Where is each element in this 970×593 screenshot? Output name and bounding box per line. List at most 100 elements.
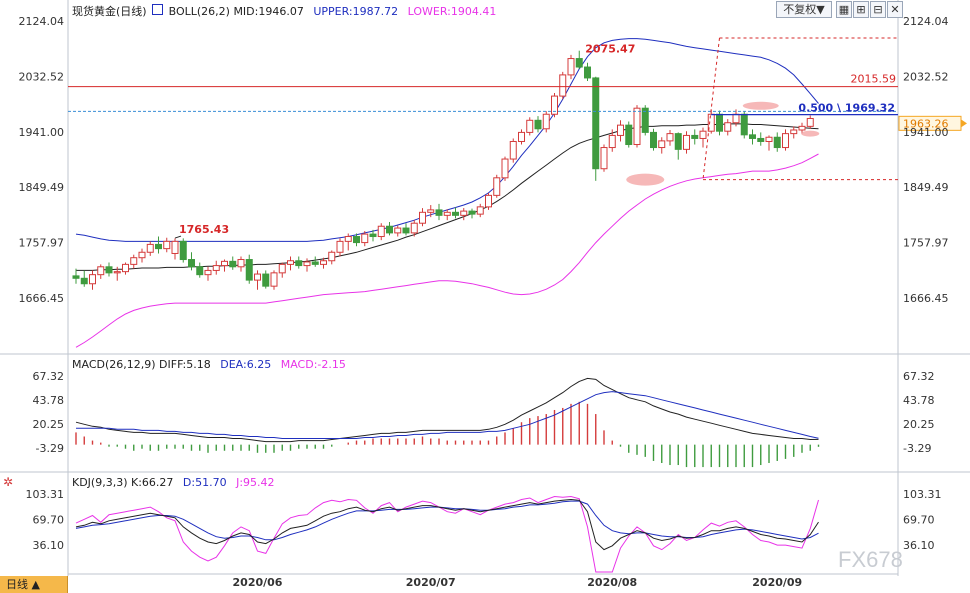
candle-body [584, 66, 591, 79]
period-tab[interactable]: 日线 ▲ [0, 576, 68, 593]
kdj-tick-right: 103.31 [903, 488, 942, 501]
resistance-label: 2015.59 [851, 73, 897, 86]
candle-body [658, 140, 666, 149]
x-tick-label: 2020/06 [233, 576, 283, 589]
candle-body [542, 113, 550, 130]
candle-body [328, 251, 336, 262]
kdj-header: KDJ(9,3,3) K:66.27 D:51.70 J:95.42 [72, 476, 275, 489]
price-tick-right: 1666.45 [903, 292, 949, 305]
price-tick-left: 2124.04 [19, 15, 65, 28]
fib-label: 0.500 \ 1969.32 [798, 102, 895, 115]
candle-body [476, 206, 484, 215]
candle-body [806, 117, 814, 127]
candle-body [691, 134, 699, 139]
kdj-layer [75, 495, 819, 573]
boll-upper: UPPER:1987.72 [313, 5, 399, 18]
candle-body [212, 265, 220, 271]
macd-tick-right: 20.25 [903, 418, 935, 431]
current-price-arrow-icon [961, 119, 967, 128]
candle-body [204, 269, 212, 276]
candle-body [105, 266, 113, 274]
candle-body [716, 113, 723, 132]
macd-tick-right: 43.78 [903, 394, 935, 407]
low-marker-ellipse [626, 173, 665, 186]
candle-body [460, 210, 468, 216]
candle-body [427, 209, 435, 213]
candle-body [72, 275, 80, 279]
candle-body [344, 236, 352, 242]
candle-body [254, 273, 261, 281]
kdj-tick-right: 36.10 [903, 539, 935, 552]
candle-body [724, 122, 732, 132]
candle-body [757, 137, 765, 142]
candle-body [89, 274, 96, 285]
kdj-label: KDJ(9,3,3) [72, 476, 128, 489]
candle-body [592, 77, 600, 170]
zoom-out-icon[interactable]: ⊟ [870, 1, 886, 18]
price-tick-left: 1757.97 [19, 237, 65, 250]
high2-label: 2075.47 [585, 42, 635, 55]
candle-body [617, 124, 624, 136]
candle-body [311, 261, 319, 265]
kdj-tick-right: 69.70 [903, 514, 935, 527]
candle-body [295, 260, 303, 267]
candle-layer [72, 50, 814, 290]
candle-body [534, 119, 542, 130]
price-tick-left: 1941.00 [19, 126, 65, 139]
macd-diff: DIFF:5.18 [159, 358, 211, 371]
recent-marker-ellipse [801, 130, 820, 137]
candle-body [782, 133, 789, 149]
candle-body [419, 211, 426, 224]
candle-body [113, 271, 121, 274]
kdj-d-line [75, 500, 819, 541]
kdj-k-line [75, 498, 819, 551]
candle-body [699, 130, 707, 139]
grid-icon[interactable]: ▦ [836, 1, 852, 18]
candle-body [97, 266, 105, 276]
adjust-dropdown[interactable]: 不复权▼ [776, 1, 832, 18]
candle-body [287, 260, 294, 265]
candle-body [122, 263, 129, 273]
candle-body [551, 95, 558, 115]
candle-body [452, 211, 459, 216]
candle-body [278, 263, 286, 274]
candle-body [641, 107, 649, 133]
price-tick-left: 1666.45 [19, 292, 65, 305]
candle-body [410, 222, 418, 234]
axis-layer: 1666.45 1666.45 1757.97 1757.97 1849.49 1849.… [19, 15, 949, 589]
candle-body [765, 136, 773, 142]
candle-body [773, 136, 781, 149]
kdj-settings-icon[interactable]: ✲ [3, 475, 13, 489]
macd-tick-left: 67.32 [33, 370, 65, 383]
candle-body [559, 74, 567, 97]
price-tick-right: 1849.49 [903, 181, 949, 194]
macd-tick-right: 67.32 [903, 370, 935, 383]
high1-pointer [174, 235, 182, 239]
watermark-logo: FX678 [838, 547, 903, 572]
macd-tick-right: -3.29 [903, 442, 931, 455]
candle-body [526, 119, 534, 133]
candle-body [633, 107, 641, 146]
candle-body [270, 272, 278, 287]
boll-icon [152, 4, 164, 15]
candle-body [798, 125, 806, 131]
candle-body [237, 259, 245, 268]
candle-body [353, 236, 360, 244]
macd-dea: DEA:6.25 [220, 358, 272, 371]
macd-tick-left: 20.25 [33, 418, 65, 431]
candle-body [749, 134, 756, 139]
close-icon[interactable]: ✕ [887, 1, 903, 18]
candle-body [138, 251, 146, 259]
candle-body [163, 240, 171, 250]
candle-body [179, 240, 187, 261]
zoom-in-icon[interactable]: ⊞ [853, 1, 869, 18]
kdj-tick-left: 103.31 [26, 488, 65, 501]
instrument-name: 现货黄金 [72, 5, 116, 18]
price-tick-right: 1941.00 [903, 126, 949, 139]
macd-label: MACD(26,12,9) [72, 358, 156, 371]
candle-body [625, 124, 633, 146]
price-tick-right: 2032.52 [903, 70, 949, 83]
macd-tick-left: -3.29 [36, 442, 64, 455]
candle-body [188, 259, 195, 268]
